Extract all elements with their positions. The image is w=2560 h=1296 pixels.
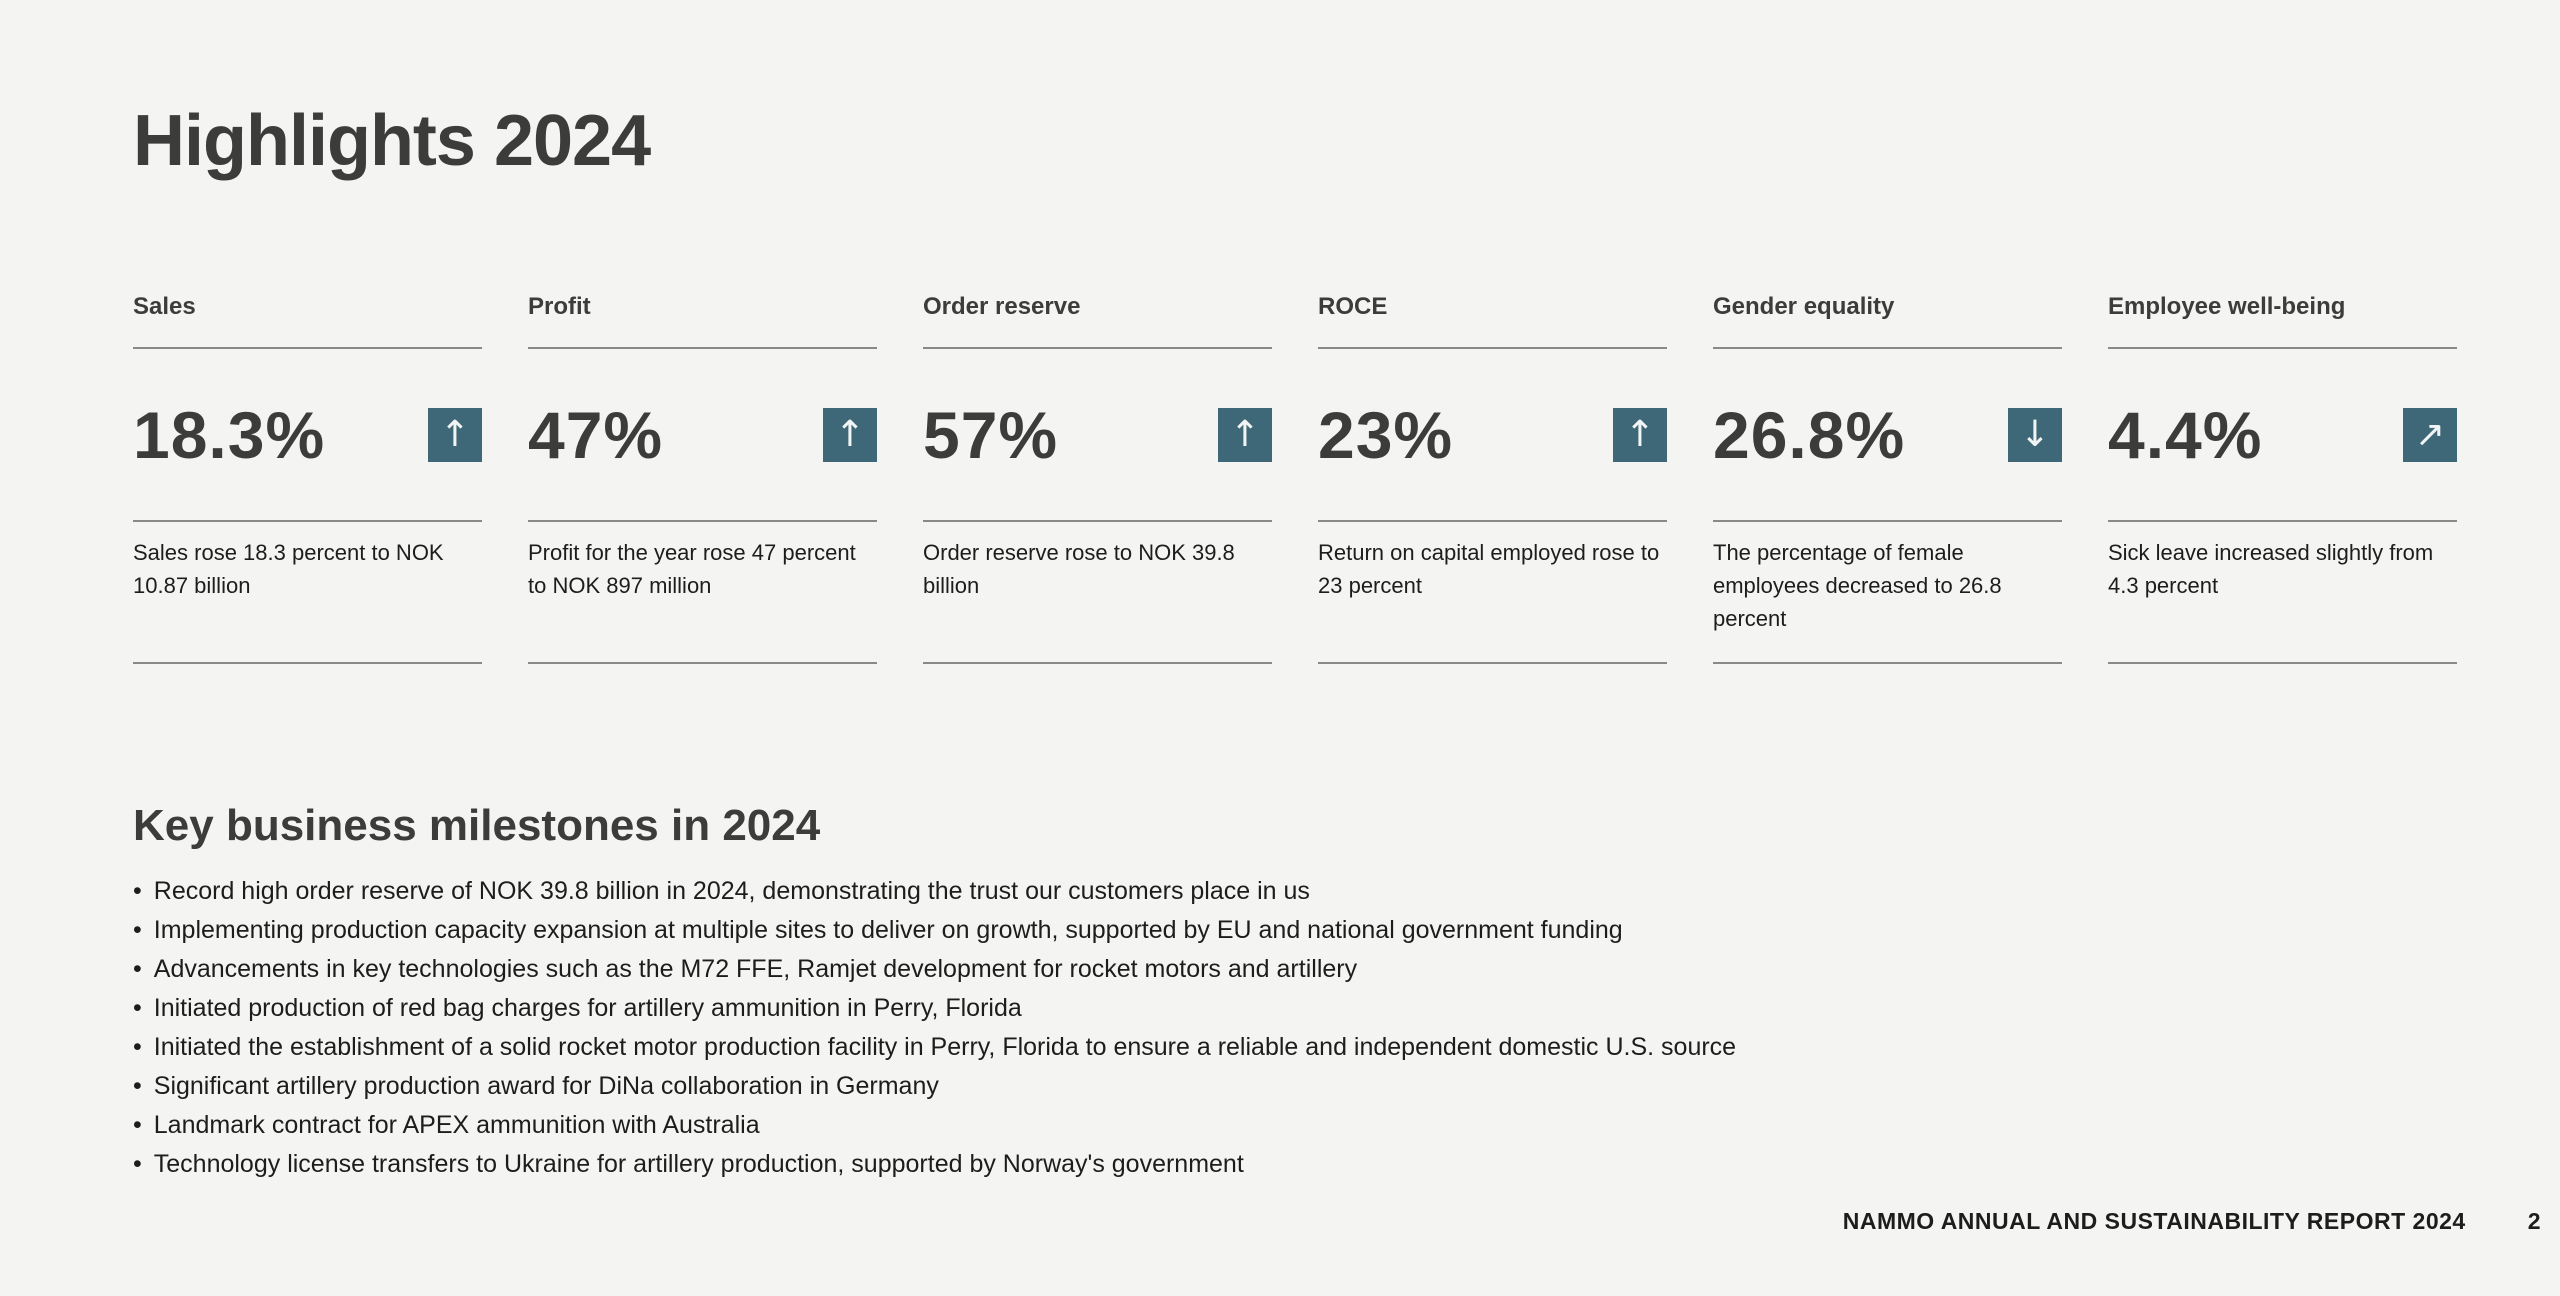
trend-down-icon: ↓ — [2008, 407, 2062, 462]
stat-label: Gender equality — [1713, 293, 1895, 320]
arrow-glyph: ↑ — [834, 413, 866, 455]
stat-description: Sick leave increased slightly from 4.3 p… — [2108, 540, 2434, 598]
stat-value-row: 18.3% ↑ — [133, 349, 482, 520]
milestone-item: Record high order reserve of NOK 39.8 bi… — [133, 872, 2457, 911]
trend-up-icon: ↑ — [1613, 407, 1667, 462]
trend-up-icon: ↑ — [823, 407, 877, 462]
stat-description: The percentage of female employees decre… — [1713, 540, 2002, 631]
stat-value: 26.8% — [1713, 397, 1906, 472]
divider — [2108, 520, 2457, 522]
stat-description: Return on capital employed rose to 23 pe… — [1318, 540, 1660, 598]
stat-value-row: 47% ↑ — [528, 349, 877, 520]
stat-description-wrap: Return on capital employed rose to 23 pe… — [1318, 522, 1667, 662]
milestone-item: Significant artillery production award f… — [133, 1067, 2457, 1106]
stat-label: Profit — [528, 293, 591, 320]
milestones-heading: Key business milestones in 2024 — [133, 801, 821, 850]
divider — [923, 347, 1272, 349]
stat-description-wrap: The percentage of female employees decre… — [1713, 522, 2062, 662]
trend-up-right-icon: ↗ — [2403, 407, 2457, 462]
stat-label: Sales — [133, 293, 196, 320]
stat-description: Order reserve rose to NOK 39.8 billion — [923, 540, 1235, 598]
milestone-item: Advancements in key technologies such as… — [133, 950, 2457, 989]
stat-value: 23% — [1318, 397, 1454, 472]
stat-column-profit: Profit 47% ↑ Profit for the year rose 47… — [528, 295, 877, 664]
stat-column-order-reserve: Order reserve 57% ↑ Order reserve rose t… — [923, 295, 1272, 664]
milestone-item: Implementing production capacity expansi… — [133, 911, 2457, 950]
divider — [528, 520, 877, 522]
stat-value-row: 23% ↑ — [1318, 349, 1667, 520]
stat-value: 18.3% — [133, 397, 326, 472]
stat-description: Profit for the year rose 47 percent to N… — [528, 540, 856, 598]
divider — [923, 520, 1272, 522]
divider — [1318, 520, 1667, 522]
milestone-item: Initiated production of red bag charges … — [133, 989, 2457, 1028]
stat-description-wrap: Sick leave increased slightly from 4.3 p… — [2108, 522, 2457, 662]
stat-value: 57% — [923, 397, 1059, 472]
trend-up-icon: ↑ — [1218, 407, 1272, 462]
footer: NAMMO ANNUAL AND SUSTAINABILITY REPORT 2… — [133, 1208, 2541, 1235]
arrow-glyph: ↑ — [1624, 413, 1656, 455]
stat-column-sales: Sales 18.3% ↑ Sales rose 18.3 percent to… — [133, 295, 482, 664]
stat-column-gender-equality: Gender equality 26.8% ↓ The percentage o… — [1713, 295, 2062, 664]
page-number: 2 — [2527, 1208, 2541, 1234]
divider — [1713, 347, 2062, 349]
stat-description-wrap: Order reserve rose to NOK 39.8 billion — [923, 522, 1272, 662]
stat-value: 47% — [528, 397, 664, 472]
stat-label: Employee well-being — [2108, 293, 2346, 320]
stat-column-employee-well-being: Employee well-being 4.4% ↗ Sick leave in… — [2108, 295, 2457, 664]
milestone-item: Initiated the establishment of a solid r… — [133, 1028, 2457, 1067]
page-title: Highlights 2024 — [133, 101, 651, 181]
milestone-item: Landmark contract for APEX ammunition wi… — [133, 1106, 2457, 1145]
divider — [1713, 662, 2062, 664]
divider — [133, 520, 482, 522]
arrow-glyph: ↗ — [2414, 413, 2446, 455]
arrow-glyph: ↑ — [1229, 413, 1261, 455]
arrow-glyph: ↓ — [2019, 413, 2051, 455]
milestones-list: Record high order reserve of NOK 39.8 bi… — [133, 872, 2457, 1184]
stat-value-row: 26.8% ↓ — [1713, 349, 2062, 520]
divider — [2108, 662, 2457, 664]
stat-value-row: 57% ↑ — [923, 349, 1272, 520]
divider — [133, 347, 482, 349]
stat-value-row: 4.4% ↗ — [2108, 349, 2457, 520]
stat-description-wrap: Profit for the year rose 47 percent to N… — [528, 522, 877, 662]
divider — [2108, 347, 2457, 349]
stats-row: Sales 18.3% ↑ Sales rose 18.3 percent to… — [133, 295, 2457, 664]
stat-label: ROCE — [1318, 293, 1388, 320]
divider — [1713, 520, 2062, 522]
divider — [923, 662, 1272, 664]
stat-description: Sales rose 18.3 percent to NOK 10.87 bil… — [133, 540, 444, 598]
divider — [528, 347, 877, 349]
trend-up-icon: ↑ — [428, 407, 482, 462]
stat-column-roce: ROCE 23% ↑ Return on capital employed ro… — [1318, 295, 1667, 664]
divider — [1318, 662, 1667, 664]
report-title: NAMMO ANNUAL AND SUSTAINABILITY REPORT 2… — [1842, 1208, 2466, 1234]
arrow-glyph: ↑ — [439, 413, 471, 455]
milestones-section: Key business milestones in 2024 Record h… — [133, 804, 2457, 1184]
divider — [133, 662, 482, 664]
stat-label: Order reserve — [923, 293, 1081, 320]
stat-value: 4.4% — [2108, 397, 2263, 472]
milestone-item: Technology license transfers to Ukraine … — [133, 1145, 2457, 1184]
divider — [528, 662, 877, 664]
stat-description-wrap: Sales rose 18.3 percent to NOK 10.87 bil… — [133, 522, 482, 662]
divider — [1318, 347, 1667, 349]
